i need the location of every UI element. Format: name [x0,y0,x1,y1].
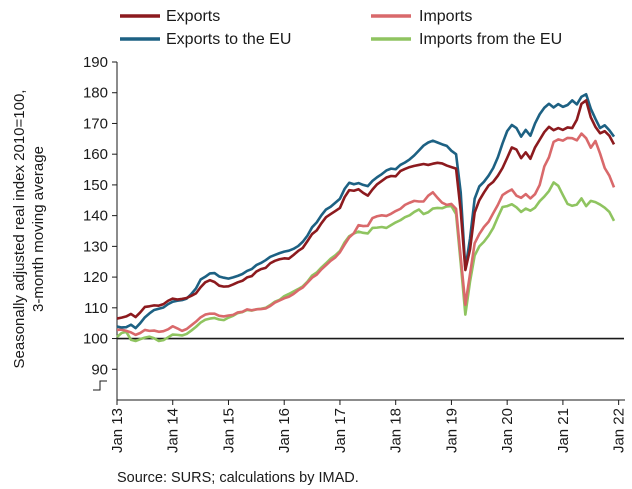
x-ticks: Jan 13 Jan 14 Jan 15 Jan 16 Jan 17 Jan 18 Jan … [109,400,628,453]
x-tick-label: Jan 16 [276,408,293,453]
x-tick-label: Jan 17 [332,408,349,453]
series-line-exports [116,99,616,320]
y-tick-label: 100 [83,331,108,348]
y-ticks: 90 100 110 120 130 140 150 160 170 180 190 [83,54,117,378]
source-note: Source: SURS; calculations by IMAD. [117,470,359,486]
x-tick-label: Jan 19 [443,408,460,453]
x-tick-label: Jan 18 [388,408,405,453]
plot-frame [93,62,625,401]
series-line-imports-from-eu [116,181,616,343]
axis-break-mark [93,380,107,391]
y-tick-label: 170 [83,115,108,132]
legend-label-exports-to-eu: Exports to the EU [166,31,291,48]
legend-label-imports: Imports [419,8,472,25]
chart-legend: Exports Imports Exports to the EU Import… [120,8,562,48]
x-tick-label: Jan 22 [611,408,628,453]
y-tick-label: 130 [83,238,108,255]
legend-label-imports-from-eu: Imports from the EU [419,31,562,48]
y-tick-label: 120 [83,269,108,286]
legend-item-exports-to-eu: Exports to the EU [120,31,291,48]
y-tick-label: 190 [83,54,108,71]
y-axis-title-line2: 3-month moving average [30,146,47,312]
y-tick-label: 140 [83,208,108,225]
legend-item-imports: Imports [371,8,472,25]
y-tick-label: 180 [83,85,108,102]
legend-item-imports-from-eu: Imports from the EU [371,31,562,48]
x-tick-label: Jan 15 [220,408,237,453]
x-tick-label: Jan 14 [165,408,182,453]
legend-item-exports: Exports [120,8,220,25]
y-tick-label: 150 [83,177,108,194]
y-tick-label: 110 [84,300,108,317]
series-line-imports [116,132,616,337]
series-line-exports-to-eu [116,92,616,330]
y-tick-label: 90 [91,361,108,378]
legend-label-exports: Exports [166,8,220,25]
chart-series [116,92,616,343]
x-tick-label: Jan 20 [499,408,516,453]
y-tick-label: 160 [83,146,108,163]
y-axis-title-line1: Seasonally adjusted real index 2010=100, [11,90,28,369]
x-tick-label: Jan 13 [109,408,126,453]
x-tick-label: Jan 21 [555,408,572,453]
